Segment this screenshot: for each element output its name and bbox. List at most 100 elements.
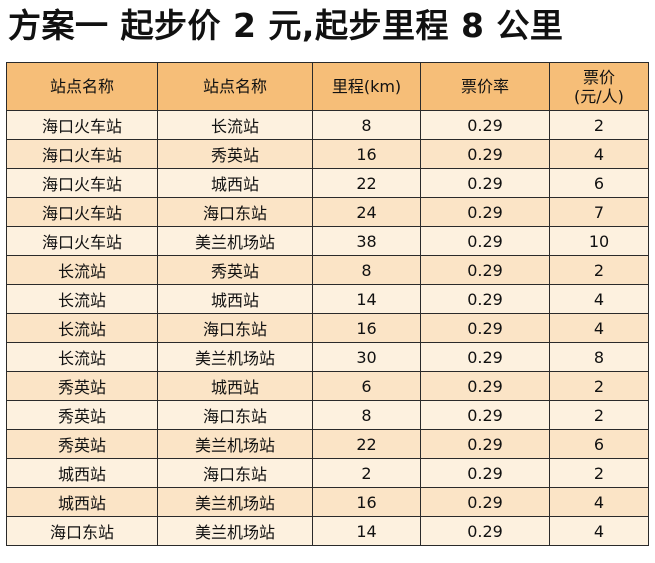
origin-station-cell: 海口火车站: [6, 139, 158, 169]
table-row: 城西站 美兰机场站 16 0.29 4: [6, 487, 649, 517]
destination-station-cell: 美兰机场站: [157, 516, 313, 546]
distance-cell: 14: [312, 516, 421, 546]
distance-cell: 38: [312, 226, 421, 256]
table-row: 秀英站 美兰机场站 22 0.29 6: [6, 429, 649, 459]
origin-station-cell: 海口火车站: [6, 168, 158, 198]
destination-station-cell: 海口东站: [157, 458, 313, 488]
distance-cell: 24: [312, 197, 421, 227]
origin-station-cell: 海口火车站: [6, 110, 158, 140]
origin-station-cell: 长流站: [6, 284, 158, 314]
fare-cell: 2: [549, 400, 649, 430]
origin-station-cell: 海口火车站: [6, 226, 158, 256]
fare-rate-cell: 0.29: [420, 110, 550, 140]
table-row: 海口火车站 海口东站 24 0.29 7: [6, 197, 649, 227]
distance-cell: 8: [312, 400, 421, 430]
header-fare-label: 票价: [582, 67, 615, 87]
table-row: 海口火车站 长流站 8 0.29 2: [6, 110, 649, 140]
table-body: 海口火车站 长流站 8 0.29 2 海口火车站 秀英站 16 0.29 4 海口火车站 城西站 22 0…: [6, 110, 649, 546]
distance-cell: 6: [312, 371, 421, 401]
origin-station-cell: 长流站: [6, 313, 158, 343]
fare-rate-cell: 0.29: [420, 487, 550, 517]
table-row: 海口火车站 城西站 22 0.29 6: [6, 168, 649, 198]
table-row: 海口东站 美兰机场站 14 0.29 4: [6, 516, 649, 546]
fare-cell: 4: [549, 139, 649, 169]
origin-station-cell: 城西站: [6, 487, 158, 517]
fare-cell: 2: [549, 255, 649, 285]
table-row: 城西站 海口东站 2 0.29 2: [6, 458, 649, 488]
fare-cell: 4: [549, 516, 649, 546]
fare-rate-cell: 0.29: [420, 168, 550, 198]
destination-station-cell: 美兰机场站: [157, 342, 313, 372]
header-fare: 票价 (元/人): [549, 62, 649, 111]
fare-rate-cell: 0.29: [420, 429, 550, 459]
destination-station-cell: 海口东站: [157, 313, 313, 343]
distance-cell: 8: [312, 255, 421, 285]
fare-rate-cell: 0.29: [420, 458, 550, 488]
distance-cell: 16: [312, 313, 421, 343]
fare-cell: 7: [549, 197, 649, 227]
destination-station-cell: 长流站: [157, 110, 313, 140]
fare-rate-cell: 0.29: [420, 139, 550, 169]
destination-station-cell: 秀英站: [157, 255, 313, 285]
header-destination-station: 站点名称: [157, 62, 313, 111]
table-row: 长流站 秀英站 8 0.29 2: [6, 255, 649, 285]
fare-cell: 2: [549, 110, 649, 140]
table-header-row: 站点名称 站点名称 里程(km) 票价率 票价 (元/人): [6, 62, 649, 111]
origin-station-cell: 秀英站: [6, 371, 158, 401]
destination-station-cell: 美兰机场站: [157, 429, 313, 459]
origin-station-cell: 长流站: [6, 255, 158, 285]
distance-cell: 2: [312, 458, 421, 488]
header-distance: 里程(km): [312, 62, 421, 111]
destination-station-cell: 海口东站: [157, 197, 313, 227]
header-fare-unit: (元/人): [574, 86, 624, 106]
destination-station-cell: 城西站: [157, 284, 313, 314]
fare-cell: 6: [549, 168, 649, 198]
fare-table: 站点名称 站点名称 里程(km) 票价率 票价 (元/人) 海口火车站 长流站 8 0.…: [6, 62, 649, 546]
fare-rate-cell: 0.29: [420, 255, 550, 285]
fare-rate-cell: 0.29: [420, 226, 550, 256]
destination-station-cell: 美兰机场站: [157, 487, 313, 517]
table-row: 长流站 城西站 14 0.29 4: [6, 284, 649, 314]
table-row: 秀英站 海口东站 8 0.29 2: [6, 400, 649, 430]
destination-station-cell: 城西站: [157, 168, 313, 198]
page-title: 方案一 起步价 2 元,起步里程 8 公里: [8, 6, 564, 45]
fare-cell: 6: [549, 429, 649, 459]
fare-cell: 4: [549, 284, 649, 314]
fare-cell: 2: [549, 458, 649, 488]
origin-station-cell: 城西站: [6, 458, 158, 488]
table-row: 长流站 美兰机场站 30 0.29 8: [6, 342, 649, 372]
header-fare-rate: 票价率: [420, 62, 550, 111]
fare-rate-cell: 0.29: [420, 197, 550, 227]
distance-cell: 16: [312, 487, 421, 517]
fare-cell: 4: [549, 487, 649, 517]
fare-rate-cell: 0.29: [420, 284, 550, 314]
distance-cell: 22: [312, 168, 421, 198]
fare-rate-cell: 0.29: [420, 342, 550, 372]
fare-rate-cell: 0.29: [420, 516, 550, 546]
destination-station-cell: 秀英站: [157, 139, 313, 169]
fare-rate-cell: 0.29: [420, 400, 550, 430]
table-row: 长流站 海口东站 16 0.29 4: [6, 313, 649, 343]
fare-cell: 4: [549, 313, 649, 343]
destination-station-cell: 海口东站: [157, 400, 313, 430]
origin-station-cell: 秀英站: [6, 429, 158, 459]
header-origin-station: 站点名称: [6, 62, 158, 111]
distance-cell: 16: [312, 139, 421, 169]
fare-cell: 2: [549, 371, 649, 401]
origin-station-cell: 秀英站: [6, 400, 158, 430]
table-row: 海口火车站 美兰机场站 38 0.29 10: [6, 226, 649, 256]
fare-cell: 10: [549, 226, 649, 256]
origin-station-cell: 长流站: [6, 342, 158, 372]
fare-cell: 8: [549, 342, 649, 372]
table-row: 秀英站 城西站 6 0.29 2: [6, 371, 649, 401]
distance-cell: 8: [312, 110, 421, 140]
destination-station-cell: 美兰机场站: [157, 226, 313, 256]
origin-station-cell: 海口东站: [6, 516, 158, 546]
fare-rate-cell: 0.29: [420, 313, 550, 343]
origin-station-cell: 海口火车站: [6, 197, 158, 227]
destination-station-cell: 城西站: [157, 371, 313, 401]
distance-cell: 30: [312, 342, 421, 372]
distance-cell: 22: [312, 429, 421, 459]
distance-cell: 14: [312, 284, 421, 314]
table-row: 海口火车站 秀英站 16 0.29 4: [6, 139, 649, 169]
